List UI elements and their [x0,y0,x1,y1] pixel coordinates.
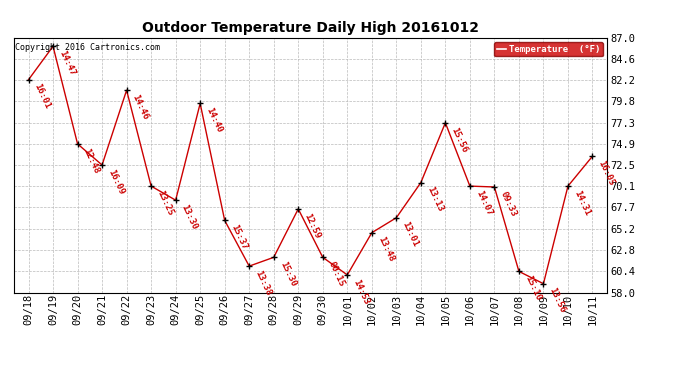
Title: Outdoor Temperature Daily High 20161012: Outdoor Temperature Daily High 20161012 [142,21,479,35]
Legend: Temperature  (°F): Temperature (°F) [494,42,602,56]
Text: Copyright 2016 Cartronics.com: Copyright 2016 Cartronics.com [15,43,160,52]
Text: 13:25: 13:25 [155,189,175,217]
Text: 13:01: 13:01 [400,220,420,249]
Text: 14:40: 14:40 [204,106,224,134]
Text: 14:47: 14:47 [57,49,77,77]
Text: 15:37: 15:37 [229,223,248,251]
Text: 00:15: 00:15 [327,260,346,288]
Text: 16:05: 16:05 [597,159,616,187]
Text: 16:09: 16:09 [106,168,126,196]
Text: 13:38: 13:38 [253,269,273,297]
Text: 13:30: 13:30 [180,203,199,231]
Text: 13:48: 13:48 [376,236,395,264]
Text: 12:59: 12:59 [302,212,322,240]
Text: 14:46: 14:46 [131,93,150,121]
Text: 15:30: 15:30 [278,260,297,288]
Text: 13:56: 13:56 [548,286,567,315]
Text: 14:53: 14:53 [351,278,371,306]
Text: 09:33: 09:33 [499,190,518,218]
Text: 16:01: 16:01 [32,82,52,111]
Text: 15:56: 15:56 [449,126,469,154]
Text: 14:07: 14:07 [474,189,493,217]
Text: 14:31: 14:31 [572,189,591,217]
Text: 13:13: 13:13 [425,185,444,213]
Text: 12:48: 12:48 [81,147,101,175]
Text: 15:10: 15:10 [523,274,542,302]
